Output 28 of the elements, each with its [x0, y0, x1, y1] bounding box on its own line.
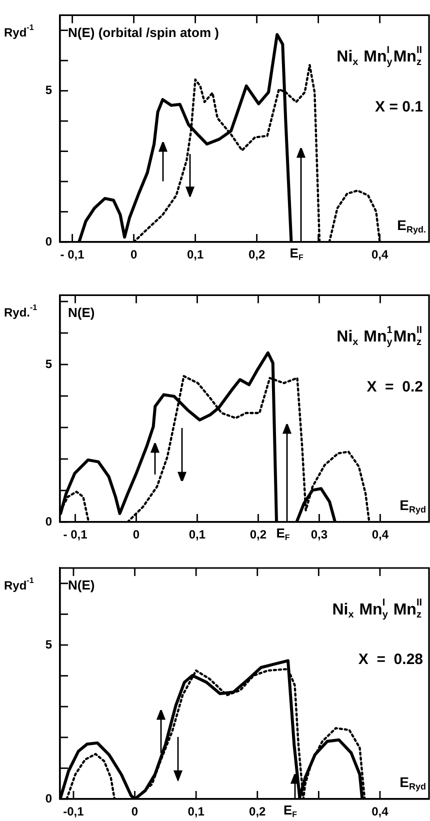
- text: N(E) (orbital /spin atom ): [68, 24, 219, 40]
- x-tick-label: 0,4: [371, 248, 388, 262]
- x-tick-label: 0,3: [310, 528, 328, 542]
- y-tick-label: 5: [45, 83, 52, 98]
- annotation: X = 0.2: [366, 378, 424, 396]
- annotation: X = 0.1: [375, 98, 423, 116]
- x-tick-label: 0: [132, 528, 140, 542]
- annotation: X = 0.28: [358, 651, 424, 668]
- x-tick-label: 0,4: [372, 528, 389, 542]
- x-tick-label: 0,2: [250, 528, 267, 542]
- x-tick-label: -0,1: [63, 804, 84, 819]
- y-tick-label: 0: [45, 791, 52, 806]
- y-tick-label: 5: [45, 637, 52, 652]
- text: N(E): [68, 304, 95, 320]
- x-tick-label: 0,2: [249, 804, 266, 819]
- x-tick-label: 0,1: [188, 804, 205, 819]
- x-tick-label: 0,2: [248, 248, 266, 262]
- x-tick-label: - 0,1: [63, 528, 88, 542]
- y-tick-label: 5: [45, 356, 52, 371]
- y-tick-label: 0: [45, 514, 52, 528]
- x-tick-label: 0: [130, 248, 138, 262]
- x-tick-label: 0,4: [372, 804, 389, 819]
- y-tick-label: 0: [45, 234, 52, 248]
- x-tick-label: 0,1: [186, 248, 204, 262]
- x-tick-label: 0: [131, 804, 138, 819]
- x-tick-label: 0,1: [188, 528, 206, 542]
- text: N(E): [68, 578, 95, 593]
- x-tick-label: - 0,1: [60, 248, 85, 262]
